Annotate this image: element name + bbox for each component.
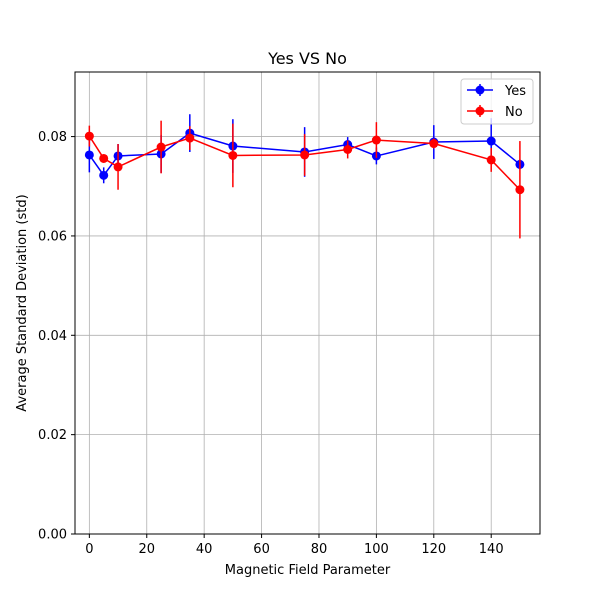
x-tick-label: 20 bbox=[138, 542, 155, 557]
data-point-yes bbox=[99, 170, 109, 180]
data-point-no bbox=[156, 142, 166, 152]
y-tick-label: 0.02 bbox=[38, 428, 67, 443]
legend-label-yes: Yes bbox=[504, 84, 526, 99]
chart-title: Yes VS No bbox=[267, 49, 347, 68]
series-layer bbox=[84, 114, 525, 239]
data-point-no bbox=[343, 144, 353, 154]
data-point-no bbox=[185, 133, 195, 143]
x-tick-label: 0 bbox=[85, 542, 93, 557]
legend-label-no: No bbox=[505, 105, 523, 120]
legend-entry-yes: Yes bbox=[467, 84, 526, 99]
data-point-no bbox=[99, 153, 109, 163]
y-tick-label: 0.00 bbox=[38, 528, 67, 543]
legend-marker-no bbox=[475, 106, 485, 116]
data-point-no bbox=[371, 135, 381, 145]
data-point-no bbox=[228, 150, 238, 160]
data-point-no bbox=[84, 131, 94, 141]
x-tick-label: 80 bbox=[311, 542, 328, 557]
x-axis-label: Magnetic Field Parameter bbox=[225, 563, 391, 578]
y-tick-label: 0.06 bbox=[38, 229, 67, 244]
y-tick-label: 0.08 bbox=[38, 130, 67, 145]
legend: Yes No bbox=[460, 78, 534, 125]
x-tick-label: 100 bbox=[364, 542, 389, 557]
data-point-no bbox=[429, 139, 439, 149]
x-tick-label: 60 bbox=[253, 542, 270, 557]
data-point-no bbox=[515, 185, 525, 195]
data-point-yes bbox=[84, 150, 94, 160]
x-tick-label: 40 bbox=[196, 542, 213, 557]
x-tick-label: 120 bbox=[421, 542, 446, 557]
legend-marker-yes bbox=[475, 85, 485, 95]
series-no bbox=[84, 120, 525, 239]
y-axis-label: Average Standard Deviation (std) bbox=[15, 194, 30, 411]
data-point-no bbox=[300, 150, 310, 160]
y-tick-label: 0.04 bbox=[38, 329, 67, 344]
ticks: 0 20 40 60 80 100 120 140 0.00 0.02 0.04 0.06 0.08 bbox=[38, 130, 504, 557]
data-point-no bbox=[113, 162, 123, 172]
legend-entry-no: No bbox=[467, 105, 523, 120]
data-point-yes bbox=[486, 136, 496, 146]
data-point-no bbox=[486, 155, 496, 165]
x-tick-label: 140 bbox=[479, 542, 504, 557]
axes-frame bbox=[74, 71, 541, 535]
